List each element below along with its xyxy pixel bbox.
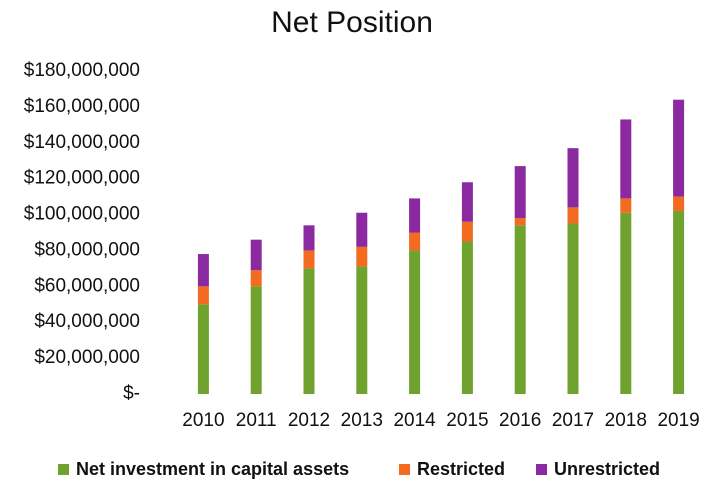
- y-tick-label: $40,000,000: [34, 311, 140, 332]
- bar-segment: [303, 250, 315, 269]
- bar-segment: [303, 225, 315, 251]
- x-tick-label: 2012: [288, 410, 330, 431]
- legend-swatch: [58, 464, 69, 475]
- legend-swatch: [399, 464, 410, 475]
- y-tick-label: $-: [123, 383, 140, 404]
- x-tick-label: 2011: [236, 410, 277, 431]
- bar-segment: [567, 223, 579, 394]
- bar-segment: [250, 270, 262, 287]
- bar-segment: [620, 212, 632, 394]
- bar-segment: [567, 148, 579, 208]
- bar-segment: [250, 286, 262, 394]
- bar-segment: [409, 198, 421, 233]
- bar-segment: [673, 210, 685, 394]
- bar-segment: [250, 239, 262, 271]
- x-tick-label: 2013: [341, 410, 383, 431]
- bar-segment: [620, 198, 632, 213]
- bar-segment: [356, 212, 368, 247]
- x-tick-label: 2018: [605, 410, 647, 431]
- bar-segment: [197, 304, 209, 394]
- x-tick-label: 2010: [182, 410, 224, 431]
- bar-segment: [514, 218, 526, 226]
- y-tick-label: $180,000,000: [24, 60, 140, 81]
- y-tick-label: $20,000,000: [34, 347, 140, 368]
- y-tick-label: $80,000,000: [34, 239, 140, 260]
- x-tick-label: 2016: [499, 410, 541, 431]
- bar-segment: [673, 196, 685, 211]
- y-tick-label: $100,000,000: [24, 204, 140, 225]
- bar-segment: [567, 207, 579, 224]
- bar-segment: [673, 99, 685, 197]
- bar-segment: [514, 225, 526, 394]
- legend-label: Unrestricted: [554, 459, 660, 479]
- bar-segment: [356, 246, 368, 267]
- x-tick-label: 2017: [552, 410, 594, 431]
- bar-segment: [409, 232, 421, 251]
- y-tick-label: $140,000,000: [24, 132, 140, 153]
- y-tick-label: $160,000,000: [24, 96, 140, 117]
- y-tick-label: $60,000,000: [34, 275, 140, 296]
- legend-swatch: [536, 464, 547, 475]
- bar-segment: [461, 241, 473, 394]
- bar-segment: [356, 266, 368, 394]
- legend-label: Restricted: [417, 459, 505, 479]
- bar-segment: [461, 221, 473, 242]
- bar-segment: [409, 250, 421, 394]
- bar-segment: [303, 268, 315, 394]
- x-tick-label: 2019: [657, 410, 699, 431]
- x-tick-label: 2014: [393, 410, 436, 431]
- bar-segment: [461, 182, 473, 222]
- bar-segment: [514, 166, 526, 219]
- x-tick-label: 2015: [446, 410, 488, 431]
- y-tick-label: $120,000,000: [24, 168, 140, 189]
- legend-label: Net investment in capital assets: [76, 459, 349, 479]
- chart-title: Net Position: [271, 6, 433, 39]
- bar-segment: [620, 119, 632, 199]
- bar-segment: [197, 286, 209, 305]
- bar-segment: [197, 254, 209, 287]
